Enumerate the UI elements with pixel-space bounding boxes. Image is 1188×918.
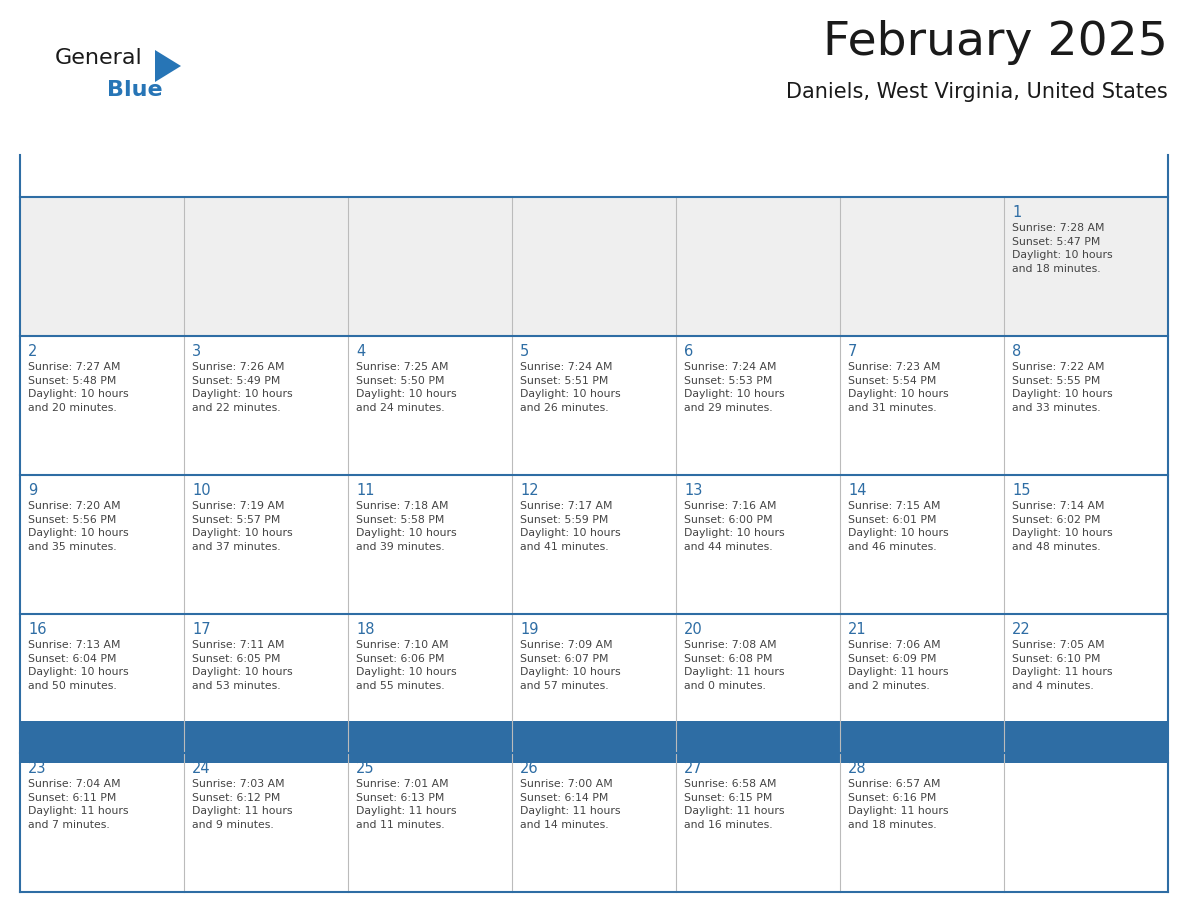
Text: 23: 23: [29, 761, 46, 776]
Text: Sunrise: 7:05 AM
Sunset: 6:10 PM
Daylight: 11 hours
and 4 minutes.: Sunrise: 7:05 AM Sunset: 6:10 PM Dayligh…: [1012, 640, 1112, 691]
Text: 14: 14: [848, 483, 866, 498]
Text: Sunrise: 7:03 AM
Sunset: 6:12 PM
Daylight: 11 hours
and 9 minutes.: Sunrise: 7:03 AM Sunset: 6:12 PM Dayligh…: [192, 779, 292, 830]
Text: Sunrise: 7:22 AM
Sunset: 5:55 PM
Daylight: 10 hours
and 33 minutes.: Sunrise: 7:22 AM Sunset: 5:55 PM Dayligh…: [1012, 362, 1113, 413]
Text: 1: 1: [1012, 205, 1022, 220]
Text: Thursday: Thursday: [723, 169, 792, 184]
Text: Friday: Friday: [899, 169, 944, 184]
Text: 24: 24: [192, 761, 210, 776]
Text: 11: 11: [356, 483, 374, 498]
Text: 10: 10: [192, 483, 210, 498]
Text: 21: 21: [848, 622, 866, 637]
Bar: [20, 475, 1168, 614]
Text: 9: 9: [29, 483, 37, 498]
Text: Sunday: Sunday: [75, 169, 129, 184]
Text: Sunrise: 7:13 AM
Sunset: 6:04 PM
Daylight: 10 hours
and 50 minutes.: Sunrise: 7:13 AM Sunset: 6:04 PM Dayligh…: [29, 640, 128, 691]
Text: 12: 12: [520, 483, 538, 498]
Text: Sunrise: 7:23 AM
Sunset: 5:54 PM
Daylight: 10 hours
and 31 minutes.: Sunrise: 7:23 AM Sunset: 5:54 PM Dayligh…: [848, 362, 949, 413]
Text: Sunrise: 7:27 AM
Sunset: 5:48 PM
Daylight: 10 hours
and 20 minutes.: Sunrise: 7:27 AM Sunset: 5:48 PM Dayligh…: [29, 362, 128, 413]
Text: 2: 2: [29, 344, 37, 359]
Text: Sunrise: 6:57 AM
Sunset: 6:16 PM
Daylight: 11 hours
and 18 minutes.: Sunrise: 6:57 AM Sunset: 6:16 PM Dayligh…: [848, 779, 948, 830]
Bar: [20, 753, 1168, 892]
Text: Sunrise: 7:06 AM
Sunset: 6:09 PM
Daylight: 11 hours
and 2 minutes.: Sunrise: 7:06 AM Sunset: 6:09 PM Dayligh…: [848, 640, 948, 691]
Bar: [20, 614, 1168, 753]
Text: February 2025: February 2025: [823, 20, 1168, 65]
Text: Blue: Blue: [107, 80, 163, 100]
Text: Sunrise: 7:18 AM
Sunset: 5:58 PM
Daylight: 10 hours
and 39 minutes.: Sunrise: 7:18 AM Sunset: 5:58 PM Dayligh…: [356, 501, 456, 552]
Text: Sunrise: 7:17 AM
Sunset: 5:59 PM
Daylight: 10 hours
and 41 minutes.: Sunrise: 7:17 AM Sunset: 5:59 PM Dayligh…: [520, 501, 620, 552]
Bar: [20, 197, 1168, 336]
Text: General: General: [55, 48, 143, 68]
Text: Sunrise: 7:28 AM
Sunset: 5:47 PM
Daylight: 10 hours
and 18 minutes.: Sunrise: 7:28 AM Sunset: 5:47 PM Dayligh…: [1012, 223, 1113, 274]
Text: 22: 22: [1012, 622, 1031, 637]
Text: 6: 6: [684, 344, 694, 359]
Text: 17: 17: [192, 622, 210, 637]
Text: Daniels, West Virginia, United States: Daniels, West Virginia, United States: [786, 82, 1168, 102]
Text: Sunrise: 7:15 AM
Sunset: 6:01 PM
Daylight: 10 hours
and 46 minutes.: Sunrise: 7:15 AM Sunset: 6:01 PM Dayligh…: [848, 501, 949, 552]
Text: 25: 25: [356, 761, 374, 776]
Text: Sunrise: 7:00 AM
Sunset: 6:14 PM
Daylight: 11 hours
and 14 minutes.: Sunrise: 7:00 AM Sunset: 6:14 PM Dayligh…: [520, 779, 620, 830]
Text: 8: 8: [1012, 344, 1022, 359]
Bar: [20, 336, 1168, 475]
Text: Sunrise: 7:20 AM
Sunset: 5:56 PM
Daylight: 10 hours
and 35 minutes.: Sunrise: 7:20 AM Sunset: 5:56 PM Dayligh…: [29, 501, 128, 552]
Text: 3: 3: [192, 344, 201, 359]
Text: 7: 7: [848, 344, 858, 359]
Text: 5: 5: [520, 344, 529, 359]
Text: Tuesday: Tuesday: [400, 169, 460, 184]
Text: 16: 16: [29, 622, 46, 637]
Text: Sunrise: 7:16 AM
Sunset: 6:00 PM
Daylight: 10 hours
and 44 minutes.: Sunrise: 7:16 AM Sunset: 6:00 PM Dayligh…: [684, 501, 784, 552]
Text: 15: 15: [1012, 483, 1030, 498]
Text: Sunrise: 7:08 AM
Sunset: 6:08 PM
Daylight: 11 hours
and 0 minutes.: Sunrise: 7:08 AM Sunset: 6:08 PM Dayligh…: [684, 640, 784, 691]
Text: Sunrise: 7:14 AM
Sunset: 6:02 PM
Daylight: 10 hours
and 48 minutes.: Sunrise: 7:14 AM Sunset: 6:02 PM Dayligh…: [1012, 501, 1113, 552]
Polygon shape: [154, 50, 181, 82]
Text: Monday: Monday: [238, 169, 295, 184]
Text: Sunrise: 7:25 AM
Sunset: 5:50 PM
Daylight: 10 hours
and 24 minutes.: Sunrise: 7:25 AM Sunset: 5:50 PM Dayligh…: [356, 362, 456, 413]
Text: Sunrise: 7:24 AM
Sunset: 5:53 PM
Daylight: 10 hours
and 29 minutes.: Sunrise: 7:24 AM Sunset: 5:53 PM Dayligh…: [684, 362, 784, 413]
Text: 13: 13: [684, 483, 702, 498]
Text: 4: 4: [356, 344, 365, 359]
Text: 20: 20: [684, 622, 703, 637]
Text: Sunrise: 7:09 AM
Sunset: 6:07 PM
Daylight: 10 hours
and 57 minutes.: Sunrise: 7:09 AM Sunset: 6:07 PM Dayligh…: [520, 640, 620, 691]
Text: Sunrise: 6:58 AM
Sunset: 6:15 PM
Daylight: 11 hours
and 16 minutes.: Sunrise: 6:58 AM Sunset: 6:15 PM Dayligh…: [684, 779, 784, 830]
Text: Sunrise: 7:04 AM
Sunset: 6:11 PM
Daylight: 11 hours
and 7 minutes.: Sunrise: 7:04 AM Sunset: 6:11 PM Dayligh…: [29, 779, 128, 830]
Text: Sunrise: 7:11 AM
Sunset: 6:05 PM
Daylight: 10 hours
and 53 minutes.: Sunrise: 7:11 AM Sunset: 6:05 PM Dayligh…: [192, 640, 292, 691]
Text: Saturday: Saturday: [1053, 169, 1119, 184]
Text: Sunrise: 7:19 AM
Sunset: 5:57 PM
Daylight: 10 hours
and 37 minutes.: Sunrise: 7:19 AM Sunset: 5:57 PM Dayligh…: [192, 501, 292, 552]
Text: Sunrise: 7:10 AM
Sunset: 6:06 PM
Daylight: 10 hours
and 55 minutes.: Sunrise: 7:10 AM Sunset: 6:06 PM Dayligh…: [356, 640, 456, 691]
Text: Sunrise: 7:01 AM
Sunset: 6:13 PM
Daylight: 11 hours
and 11 minutes.: Sunrise: 7:01 AM Sunset: 6:13 PM Dayligh…: [356, 779, 456, 830]
Text: 26: 26: [520, 761, 538, 776]
Text: 18: 18: [356, 622, 374, 637]
Text: 27: 27: [684, 761, 703, 776]
Text: Sunrise: 7:26 AM
Sunset: 5:49 PM
Daylight: 10 hours
and 22 minutes.: Sunrise: 7:26 AM Sunset: 5:49 PM Dayligh…: [192, 362, 292, 413]
Text: Sunrise: 7:24 AM
Sunset: 5:51 PM
Daylight: 10 hours
and 26 minutes.: Sunrise: 7:24 AM Sunset: 5:51 PM Dayligh…: [520, 362, 620, 413]
Text: 28: 28: [848, 761, 866, 776]
Text: Wednesday: Wednesday: [551, 169, 637, 184]
Text: 19: 19: [520, 622, 538, 637]
Bar: [20, 721, 1168, 763]
